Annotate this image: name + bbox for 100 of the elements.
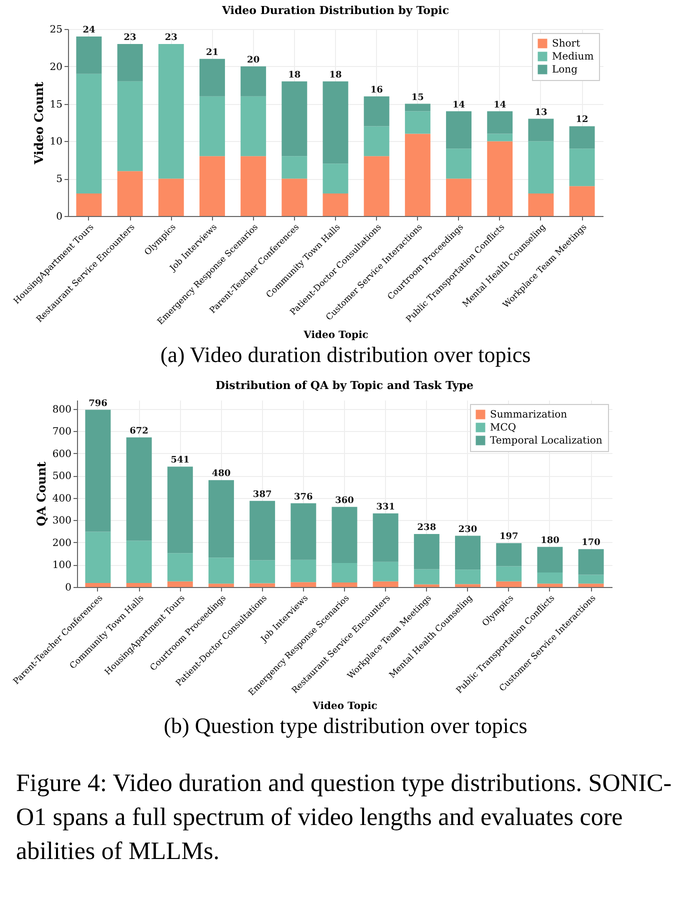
bar	[455, 570, 481, 584]
bar	[569, 126, 595, 149]
y-axis-title: Video Count	[32, 81, 46, 166]
bar	[240, 156, 266, 216]
total-label: 238	[417, 523, 436, 534]
total-label: 672	[130, 426, 148, 436]
bar	[250, 583, 276, 587]
bar	[496, 543, 522, 566]
bar	[208, 480, 234, 558]
total-label: 541	[170, 456, 190, 466]
total-label: 18	[288, 70, 301, 80]
y-tick-label: 500	[52, 471, 72, 482]
bar	[537, 584, 563, 587]
caption: Figure 4: Video duration and question type distributions. SONIC-O1 spans a full spectrum of video lengths and evaluates core abilities of MLLMs.	[16, 769, 673, 867]
bar	[282, 156, 308, 179]
bar	[364, 96, 390, 126]
total-label: 18	[329, 70, 342, 80]
legend-label: MCQ	[490, 422, 516, 434]
total-label: 15	[411, 92, 424, 103]
bar	[158, 178, 184, 216]
total-label: 24	[82, 25, 96, 36]
bar	[240, 66, 266, 96]
bar	[372, 513, 398, 562]
y-tick-label: 5	[56, 174, 62, 186]
bar	[322, 194, 348, 216]
bar	[496, 566, 522, 582]
bar	[117, 171, 143, 216]
total-label: 230	[458, 524, 478, 535]
x-axis-title: Video Topic	[302, 330, 368, 342]
bar	[578, 584, 604, 587]
bar	[404, 134, 430, 216]
y-tick-label: 25	[50, 24, 62, 36]
total-label: 20	[247, 55, 260, 66]
total-label: 331	[376, 502, 395, 512]
bar	[332, 562, 358, 583]
bar	[76, 74, 102, 194]
total-label: 14	[452, 100, 466, 110]
total-label: 197	[499, 532, 518, 542]
bar	[455, 584, 481, 587]
bar	[208, 584, 234, 587]
y-tick-label: 300	[52, 516, 72, 527]
text: (a) Video duration distribution over topics	[159, 342, 532, 368]
legend-label: Summarization	[490, 410, 568, 420]
bar	[290, 560, 316, 582]
y-axis-title: QA Count	[34, 461, 48, 526]
total-label: 16	[370, 85, 383, 96]
chart-title: Distribution of QA by Topic and Task Type	[215, 378, 474, 392]
legend-label: Temporal Localization	[490, 436, 603, 446]
bar	[117, 81, 143, 172]
bar	[322, 81, 348, 164]
bar	[208, 558, 234, 584]
bar	[372, 562, 398, 582]
legend-label: Short	[552, 38, 580, 50]
bar	[414, 534, 440, 570]
total-label: 23	[164, 32, 178, 43]
y-tick-label: 0	[65, 582, 72, 594]
y-tick-label: 10	[50, 136, 62, 148]
bar	[117, 44, 143, 82]
bar	[487, 141, 513, 216]
bar	[158, 44, 184, 179]
bar	[282, 81, 308, 156]
y-tick-label: 800	[52, 404, 72, 416]
total-label: 360	[335, 496, 354, 506]
total-label: 387	[252, 490, 272, 500]
y-tick-label: 100	[52, 560, 72, 572]
bar	[578, 549, 604, 575]
y-tick-label: 700	[52, 426, 72, 438]
bar	[364, 126, 390, 156]
total-label: 13	[534, 108, 548, 118]
total-label: 180	[540, 536, 560, 546]
bar	[250, 500, 276, 560]
total-label: 170	[582, 538, 600, 548]
legend-label: Medium	[552, 52, 594, 62]
bar	[85, 582, 111, 587]
bar	[332, 506, 358, 563]
bar	[167, 553, 193, 582]
bar	[487, 134, 513, 142]
bar	[85, 532, 111, 583]
x-axis-title: Video Topic	[312, 701, 378, 712]
y-tick-label: 400	[52, 493, 72, 504]
text: (b) Question type distribution over topics	[162, 713, 528, 739]
bar	[578, 574, 604, 584]
chart-title: Video Duration Distribution by Topic	[220, 4, 450, 17]
bar	[240, 96, 266, 156]
total-label: 480	[212, 469, 231, 480]
bar	[322, 164, 348, 194]
bar	[126, 437, 152, 541]
total-label: 14	[494, 100, 506, 110]
bar	[414, 569, 440, 584]
bar	[414, 584, 440, 587]
bar	[167, 466, 193, 554]
bar	[372, 581, 398, 587]
bar	[76, 194, 102, 216]
bar	[126, 540, 152, 583]
y-tick-label: 200	[52, 538, 72, 549]
total-label: 796	[88, 398, 108, 409]
bar	[537, 572, 563, 584]
total-label: 12	[576, 115, 588, 126]
bar	[404, 104, 430, 112]
bar	[76, 36, 102, 74]
